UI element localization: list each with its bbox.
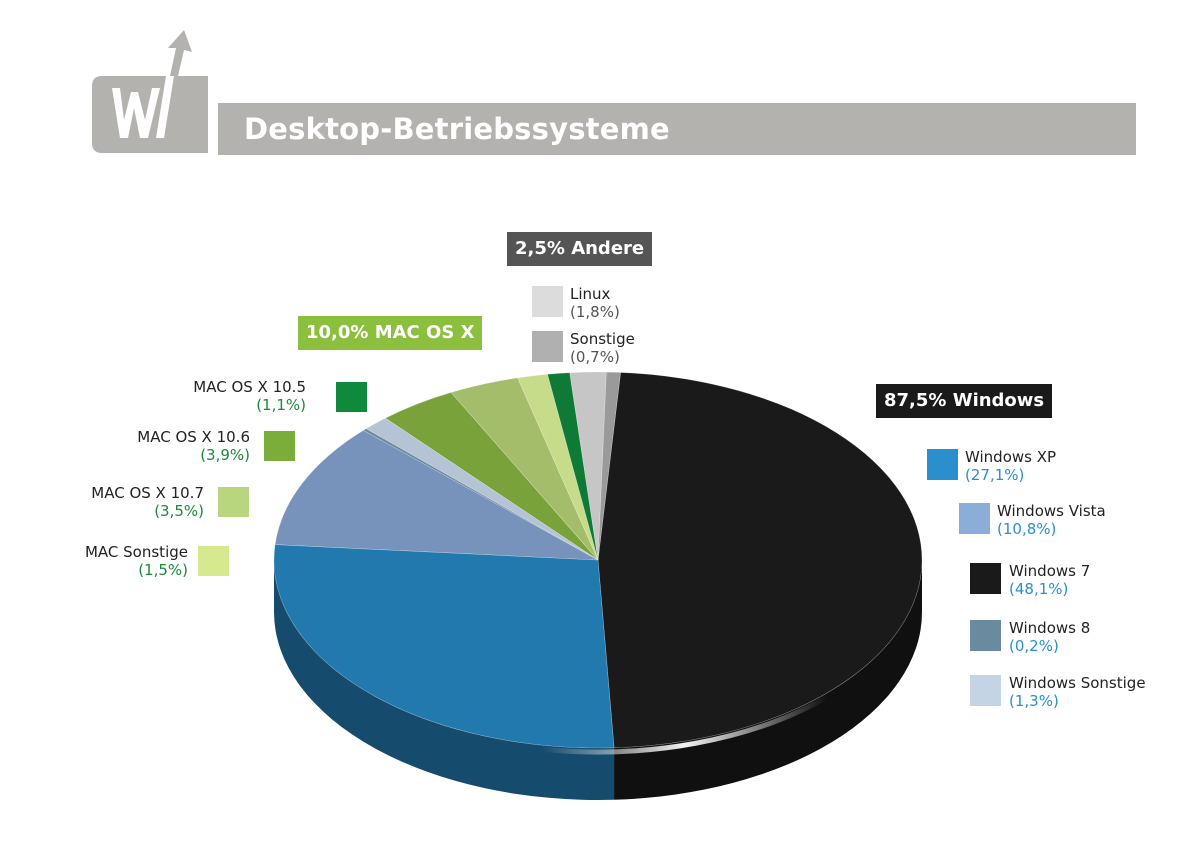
legend-percent: (10,8%)	[997, 520, 1057, 538]
legend-item-andere-sonstige: Sonstige (0,7%)	[532, 330, 635, 366]
legend-label: MAC Sonstige	[84, 543, 188, 561]
legend-item-windows-sonstige: Windows Sonstige (1,3%)	[970, 674, 1146, 710]
legend-swatch-mac-10-6	[264, 431, 295, 461]
pie-slice-windows-7	[597, 372, 923, 749]
legend-swatch	[532, 331, 563, 362]
pie-edge-highlight	[541, 694, 829, 755]
pie-slice-mac-sonstige	[517, 373, 599, 561]
legend-percent: (1,5%)	[138, 561, 188, 579]
pie-slice-mac-os-x-10-5	[547, 372, 599, 561]
title-bar: Desktop-Betriebssysteme	[218, 103, 1136, 155]
legend-percent: (0,7%)	[570, 348, 620, 366]
pie-side-group	[274, 560, 922, 800]
legend-swatch	[927, 449, 958, 480]
legend-label: Windows XP	[965, 448, 1057, 466]
legend-percent: (0,2%)	[1009, 637, 1059, 655]
pie-slice-windows-vista	[274, 430, 599, 561]
pie-slice-mac-os-x-10-6	[384, 392, 599, 561]
legend-label: Windows 7	[1009, 562, 1091, 580]
legend-item-mac-10-6: MAC OS X 10.6 (3,9%)	[137, 428, 250, 464]
legend-swatch-mac-sonstige	[198, 546, 229, 576]
legend-swatch-mac-10-7	[218, 487, 249, 517]
legend-item-windows-7: Windows 7 (48,1%)	[970, 562, 1090, 598]
legend-percent: (1,1%)	[256, 396, 306, 414]
legend-label: Windows Vista	[997, 502, 1106, 520]
legend-percent: (1,3%)	[1009, 692, 1059, 710]
group-tag-andere: 2,5% Andere	[507, 232, 653, 266]
legend-label: Linux	[570, 285, 611, 303]
legend-swatch	[970, 563, 1001, 594]
pie-slice-windows-8	[362, 428, 599, 561]
pie-slice-sonstige	[597, 371, 621, 561]
pie-slice-windows-sonstige	[365, 417, 599, 561]
pie-side-windows-xp	[274, 560, 615, 800]
legend-label: Sonstige	[570, 330, 635, 348]
legend-item-windows-8: Windows 8 (0,2%)	[970, 619, 1090, 655]
legend-label: MAC OS X 10.7	[91, 484, 204, 502]
legend-label: MAC OS X 10.6	[137, 428, 250, 446]
legend-swatch	[970, 675, 1001, 706]
legend-item-mac-10-5: MAC OS X 10.5 (1,1%)	[193, 378, 306, 414]
group-tag-mac: 10,0% MAC OS X	[298, 316, 483, 350]
legend-item-mac-sonstige: MAC Sonstige (1,5%)	[85, 543, 188, 579]
legend-percent: (48,1%)	[1009, 580, 1069, 598]
legend-item-windows-xp: Windows XP (27,1%)	[927, 448, 1056, 484]
legend-label: Windows Sonstige	[1009, 674, 1146, 692]
legend-item-linux: Linux (1,8%)	[532, 285, 620, 321]
group-tag-windows: 87,5% Windows	[876, 384, 1053, 418]
logo-w-arrow-icon	[92, 30, 208, 153]
pie-slice-mac-os-x-10-7	[450, 377, 599, 561]
legend-label: Windows 8	[1009, 619, 1091, 637]
pie-slice-linux	[569, 371, 607, 561]
legend-swatch	[959, 503, 990, 534]
legend-label: MAC OS X 10.5	[193, 378, 306, 396]
pie-slice-windows-xp	[273, 544, 615, 749]
legend-percent: (1,8%)	[570, 303, 620, 321]
legend-swatch	[532, 286, 563, 317]
page-title: Desktop-Betriebssysteme	[244, 112, 670, 146]
legend-percent: (3,9%)	[200, 446, 250, 464]
pie-side-windows-7	[614, 560, 922, 800]
pie-top-group	[273, 371, 923, 749]
legend-percent: (3,5%)	[154, 502, 204, 520]
legend-swatch-mac-10-5	[336, 382, 367, 412]
legend-swatch	[970, 620, 1001, 651]
legend-item-mac-10-7: MAC OS X 10.7 (3,5%)	[91, 484, 204, 520]
legend-percent: (27,1%)	[965, 466, 1025, 484]
legend-item-windows-vista: Windows Vista (10,8%)	[959, 502, 1106, 538]
